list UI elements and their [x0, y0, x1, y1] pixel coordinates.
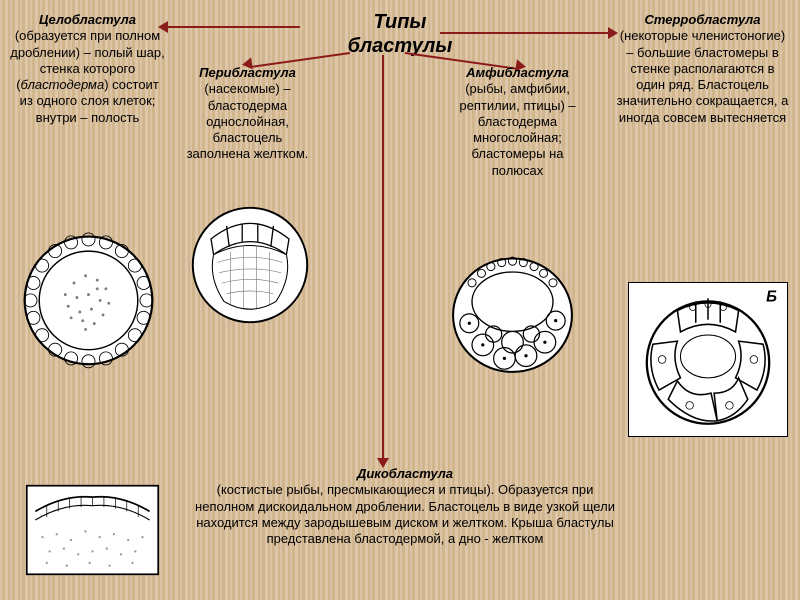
- main-title: Типы бластулы: [348, 10, 453, 58]
- peri-title: Перибластула: [199, 65, 296, 80]
- amphi-text: (рыбы, амфибии, рептилии, птицы) – бласт…: [459, 81, 575, 177]
- celo-title: Целобластула: [39, 12, 136, 27]
- arrow-left: [165, 26, 300, 28]
- illus-periblastula: [185, 200, 315, 330]
- block-dicoblastula: Дикобластула (костистые рыбы, пресмыкающ…: [190, 466, 620, 547]
- sterro-text: (некоторые членистоногие) – большие блас…: [617, 28, 789, 124]
- block-amphiblastula: Амфибластула (рыбы, амфибии, рептилии, п…: [450, 65, 585, 179]
- block-periblastula: Перибластула (насекомые) – бластодерма о…: [180, 65, 315, 163]
- title-line1: Типы: [374, 11, 427, 33]
- arrow-down: [382, 55, 384, 460]
- illus-celoblastula: [16, 220, 161, 375]
- block-celoblastula: Целобластула (образуется при полном дроб…: [10, 12, 165, 126]
- illus-amphiblastula: [445, 245, 580, 380]
- dico-text: (костистые рыбы, пресмыкающиеся и птицы)…: [195, 482, 615, 546]
- title-line2: бластулы: [348, 35, 453, 57]
- peri-text: (насекомые) – бластодерма однослойная, б…: [187, 81, 309, 161]
- dico-title: Дикобластула: [357, 466, 453, 481]
- sterro-title: Стерробластула: [644, 12, 760, 27]
- illus-sterroblastula: Б: [628, 282, 788, 437]
- block-sterroblastula: Стерробластула (некоторые членистоногие)…: [615, 12, 790, 126]
- svg-text:Б: Б: [766, 288, 777, 305]
- amphi-title: Амфибластула: [466, 65, 569, 80]
- illus-dicoblastula: [20, 480, 165, 580]
- arrow-right: [440, 32, 610, 34]
- celo-italic: бластодерма: [21, 77, 105, 92]
